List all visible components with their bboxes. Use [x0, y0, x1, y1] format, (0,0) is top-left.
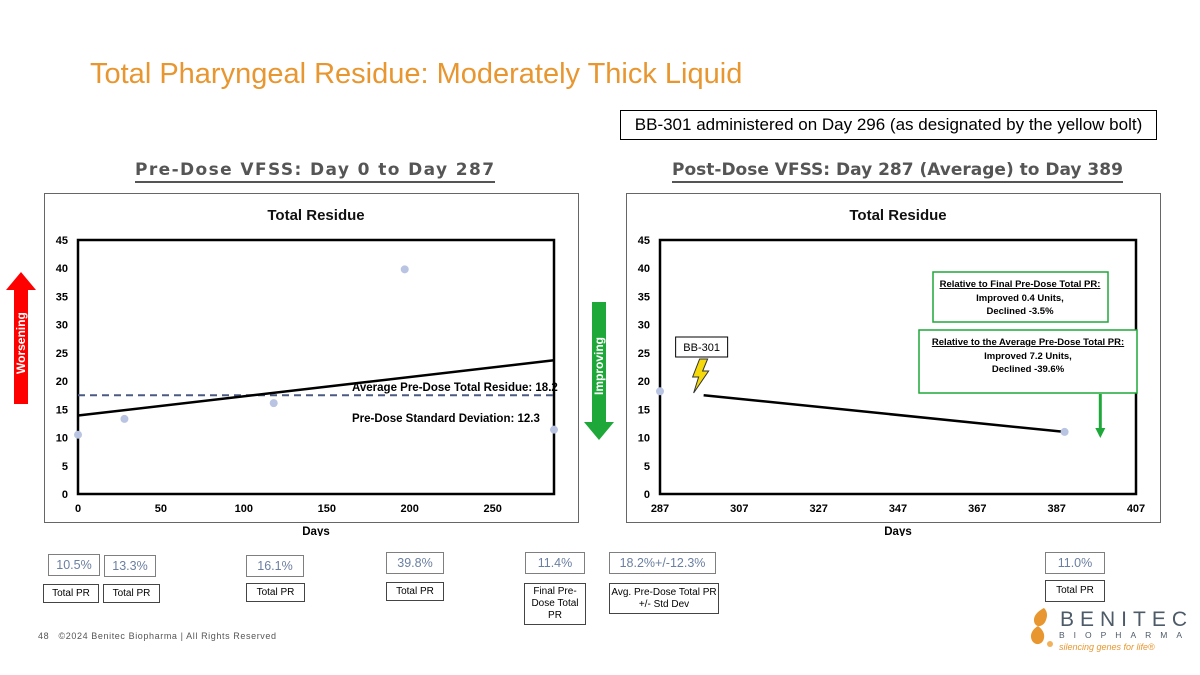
post-dose-subtitle: Post-Dose VFSS: Day 287 (Average) to Day… [672, 160, 1123, 183]
pre-dose-y-tick-label: 0 [62, 489, 68, 501]
worsening-label: Worsening [14, 312, 28, 374]
pre-dose-x-tick-label: 50 [155, 503, 167, 515]
average-comparison-box [918, 329, 1138, 394]
post-dose-x-tick-label: 307 [730, 503, 748, 515]
post-dose-x-tick-label: 407 [1127, 503, 1145, 515]
final-comparison-line1: Improved 0.4 Units, [976, 293, 1064, 304]
improving-arrow-shape [584, 302, 614, 440]
post-dose-chart-panel: Total Residue 0 5 10 15 20 25 30 35 40 45 287 307 327… [626, 193, 1161, 536]
bb301-label-box [675, 336, 729, 358]
bolt-note: BB-301 administered on Day 296 (as desig… [620, 110, 1157, 140]
post-dose-y-tick-label: 45 [638, 235, 650, 247]
pre-dose-subtitle: Pre-Dose VFSS: Day 0 to Day 287 [135, 160, 496, 183]
logo-tagline: silencing genes for life® [1059, 642, 1155, 652]
pre-dose-y-tick-label: 10 [56, 433, 68, 445]
pre-dose-y-tick-label: 30 [56, 320, 68, 332]
pre-dose-y-tick-label: 5 [62, 461, 68, 473]
post-dose-y-tick-label: 25 [638, 348, 650, 360]
pre-dose-data-point [74, 430, 82, 439]
bb301-label: BB-301 [683, 342, 720, 354]
post-dose-y-tick-label: 5 [644, 461, 650, 473]
average-comparison-line1: Improved 7.2 Units, [984, 351, 1072, 362]
label-box-day197: Total PR [386, 582, 444, 601]
pre-dose-chart-panel: Total Residue 0 5 10 15 20 25 30 35 40 45 0 50 100 150… [44, 193, 579, 536]
pre-dose-data-point [120, 414, 129, 423]
post-dose-data-point [656, 387, 664, 396]
label-box-final: Final Pre-Dose Total PR [524, 583, 586, 625]
pre-dose-y-tick-label: 15 [56, 404, 68, 416]
value-box-average: 18.2%+/-12.3% [609, 552, 716, 574]
value-box-day389: 11.0% [1045, 552, 1105, 574]
pre-dose-x-tick-label: 250 [483, 503, 501, 515]
post-dose-trend-line [703, 393, 1065, 434]
pre-dose-std-annotation: Pre-Dose Standard Deviation: 12.3 [352, 413, 540, 425]
average-comparison-line2: Declined -39.6% [992, 364, 1065, 375]
post-dose-x-tick-label: 327 [809, 503, 827, 515]
post-dose-y-tick-label: 20 [638, 376, 650, 388]
post-dose-x-axis-label: Days [884, 526, 912, 536]
logo-subtitle: BIOPHARMA [1059, 630, 1192, 640]
footer-copyright: ©2024 Benitec Biopharma | All Rights Res… [58, 631, 277, 641]
pre-dose-title: Total Residue [267, 207, 364, 224]
post-dose-x-tick-label: 387 [1047, 503, 1065, 515]
post-dose-data-point [1060, 427, 1069, 436]
post-dose-x-tick-label: 287 [651, 503, 669, 515]
pre-dose-x-tick-label: 100 [235, 503, 253, 515]
pre-dose-average-annotation: Average Pre-Dose Total Residue: 18.2 [352, 382, 558, 394]
post-dose-title: Total Residue [849, 207, 946, 224]
final-comparison-line2: Declined -3.5% [986, 306, 1054, 317]
footer: 48 ©2024 Benitec Biopharma | All Rights … [38, 631, 277, 641]
improving-label: Improving [592, 337, 606, 396]
pre-dose-y-tick-label: 45 [56, 235, 68, 247]
footer-page-number: 48 [38, 631, 50, 641]
value-box-day197: 39.8% [386, 552, 444, 574]
value-box-final: 11.4% [525, 552, 585, 574]
post-dose-y-tick-label: 10 [638, 433, 650, 445]
value-box-day118: 16.1% [246, 555, 304, 577]
post-dose-x-tick-label: 367 [968, 503, 986, 515]
final-comparison-heading: Relative to Final Pre-Dose Total PR: [940, 279, 1101, 290]
label-box-day0: Total PR [43, 584, 99, 603]
pre-dose-data-point [550, 425, 558, 434]
label-box-day28: Total PR [103, 584, 160, 603]
label-box-day118: Total PR [246, 583, 305, 602]
improving-arrow: Improving [584, 302, 614, 440]
post-dose-y-tick-label: 35 [638, 291, 650, 303]
pre-dose-x-tick-label: 200 [401, 503, 419, 515]
post-dose-chart: Total Residue 0 5 10 15 20 25 30 35 40 45 287 307 327… [627, 207, 1145, 536]
value-box-day0: 10.5% [48, 554, 100, 576]
pre-dose-x-axis-label: Days [302, 526, 330, 536]
pre-dose-y-tick-label: 20 [56, 376, 68, 388]
logo-wordmark: BENITEC [1060, 608, 1194, 631]
label-box-average: Avg. Pre-Dose Total PR +/- Std Dev [609, 583, 719, 614]
pre-dose-trendline [77, 358, 555, 417]
label-box-day389: Total PR [1045, 580, 1105, 602]
improvement-arrow-head [1095, 428, 1106, 438]
average-comparison-heading: Relative to the Average Pre-Dose Total P… [932, 337, 1124, 348]
final-comparison-box [932, 271, 1109, 323]
worsening-arrow: Worsening [6, 272, 36, 404]
pre-dose-x-tick-label: 0 [75, 503, 81, 515]
post-dose-x-tick-label: 347 [889, 503, 907, 515]
value-box-day28: 13.3% [104, 555, 156, 577]
post-dose-y-tick-label: 30 [638, 320, 650, 332]
pre-dose-y-tick-label: 35 [56, 291, 68, 303]
slide-title: Total Pharyngeal Residue: Moderately Thi… [90, 58, 743, 90]
pre-dose-y-tick-label: 40 [56, 263, 68, 275]
pre-dose-x-tick-label: 150 [318, 503, 336, 515]
bolt-icon [691, 358, 710, 394]
bolt-shape [691, 358, 710, 394]
pre-dose-y-tick-label: 25 [56, 348, 68, 360]
post-dose-y-tick-label: 15 [638, 404, 650, 416]
worsening-arrow-shape [6, 272, 36, 404]
post-dose-y-tick-label: 40 [638, 263, 650, 275]
pre-dose-data-point [400, 265, 409, 274]
pre-dose-data-point [269, 399, 278, 408]
pre-dose-plot-frame [76, 238, 556, 496]
benitec-logo-icon [1026, 606, 1056, 650]
pre-dose-chart: Total Residue 0 5 10 15 20 25 30 35 40 45 0 50 100 150… [45, 207, 558, 536]
post-dose-y-tick-label: 0 [644, 489, 650, 501]
